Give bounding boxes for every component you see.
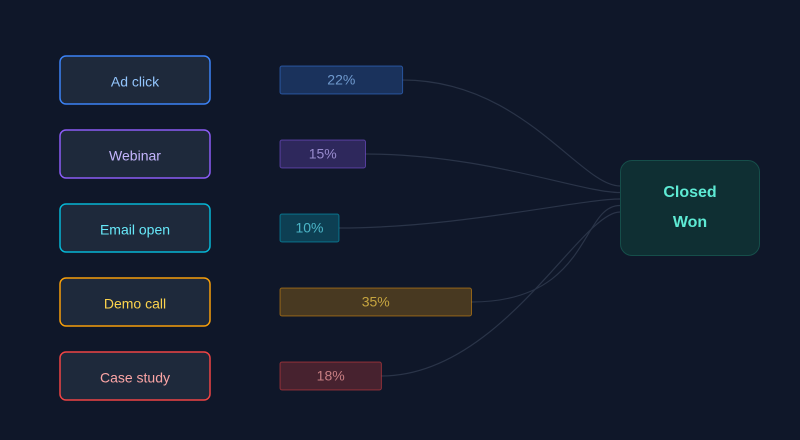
bar xyxy=(279,65,404,95)
source-label: Case study xyxy=(100,370,170,386)
source-label: Ad click xyxy=(111,74,160,90)
source-node xyxy=(59,203,211,253)
source-node xyxy=(59,277,211,327)
connector xyxy=(381,211,621,377)
source-node xyxy=(59,351,211,401)
connector xyxy=(365,153,621,194)
source-node xyxy=(59,129,211,179)
bar xyxy=(279,213,340,243)
bar-label: 22% xyxy=(327,72,355,88)
source-label: Demo call xyxy=(104,296,166,312)
bar xyxy=(279,361,382,391)
source-label: Webinar xyxy=(109,148,161,164)
bar-label: 15% xyxy=(309,146,337,162)
source-node xyxy=(59,55,211,105)
source-label: Email open xyxy=(100,222,170,238)
bar-label: 35% xyxy=(362,294,390,310)
bar xyxy=(279,139,366,169)
connector xyxy=(402,79,621,187)
target-label: Closed Won xyxy=(663,184,717,231)
connector xyxy=(471,204,621,303)
bar-label: 10% xyxy=(295,220,323,236)
connector xyxy=(338,198,621,229)
bar-label: 18% xyxy=(317,368,345,384)
bar xyxy=(279,287,472,317)
target-node: Closed Won xyxy=(620,160,760,256)
